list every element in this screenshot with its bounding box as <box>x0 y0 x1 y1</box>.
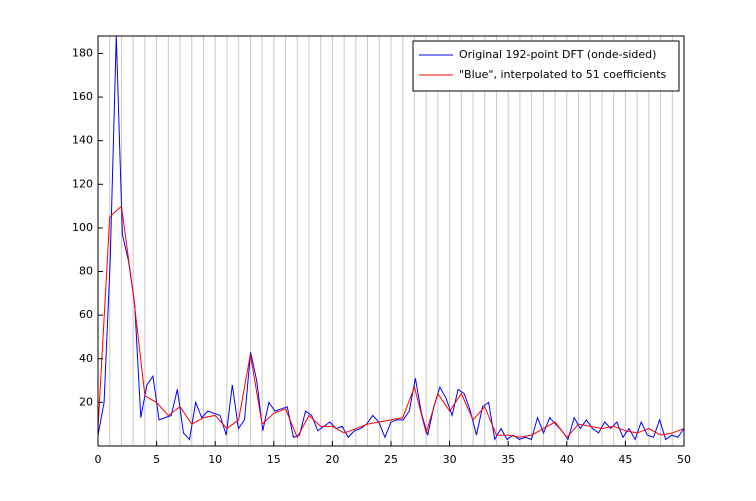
grid <box>97 36 685 446</box>
y-tick-label: 120 <box>72 177 93 190</box>
y-tick-label: 140 <box>72 134 93 147</box>
x-tick-label: 30 <box>443 453 457 466</box>
y-tick-label: 160 <box>72 90 93 103</box>
legend-label: "Blue", interpolated to 51 coefficients <box>459 68 667 81</box>
x-tick-label: 40 <box>560 453 574 466</box>
data-line <box>98 205 684 439</box>
legend: Original 192-point DFT (onde-sided) "Blue… <box>412 40 680 92</box>
y-tick-label: 60 <box>79 308 93 321</box>
x-tick-label: 20 <box>325 453 339 466</box>
y-tick-label: 20 <box>79 395 93 408</box>
legend-label: Original 192-point DFT (onde-sided) <box>459 48 656 61</box>
legend-box <box>412 40 680 92</box>
lines <box>98 36 684 441</box>
ticks: 0 5 10 15 20 25 30 35 40 45 50 20 40 60 80 100 120 140 160… <box>72 46 691 466</box>
y-tick-label: 180 <box>72 46 93 59</box>
data-line <box>98 36 684 441</box>
x-tick-label: 25 <box>384 453 398 466</box>
x-tick-label: 50 <box>677 453 691 466</box>
x-tick-label: 0 <box>95 453 102 466</box>
y-tick-label: 100 <box>72 221 93 234</box>
x-tick-label: 5 <box>153 453 160 466</box>
x-tick-label: 35 <box>501 453 515 466</box>
x-tick-label: 45 <box>618 453 632 466</box>
y-tick-label: 80 <box>79 265 93 278</box>
y-tick-label: 40 <box>79 352 93 365</box>
x-tick-label: 10 <box>208 453 222 466</box>
x-tick-label: 15 <box>267 453 281 466</box>
